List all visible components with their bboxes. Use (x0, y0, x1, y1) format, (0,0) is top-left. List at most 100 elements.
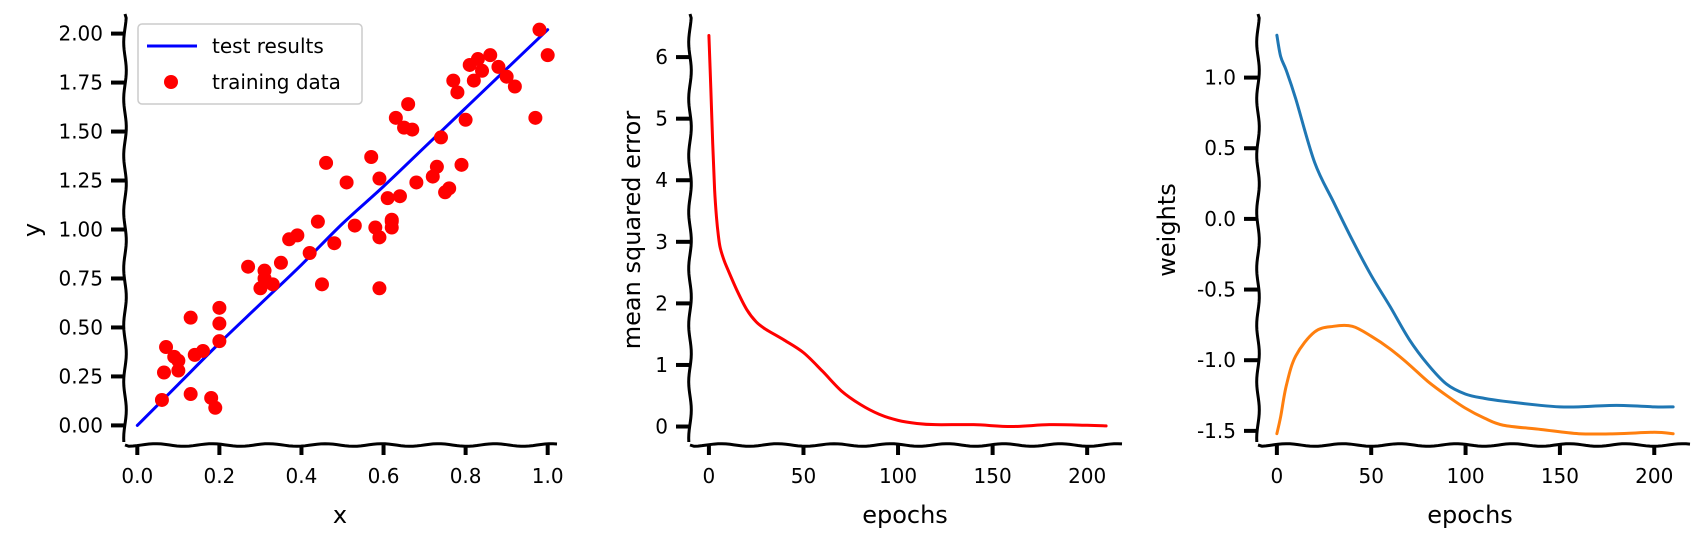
y-tick-label: 6 (655, 45, 668, 69)
fit-plot-axes: 0.0 0.2 0.4 0.6 0.8 1.0 0.00 0.25 0.50 0.75 1.00 1.… (58, 13, 564, 488)
data-point (171, 363, 186, 378)
data-point (483, 48, 498, 63)
data-point (183, 310, 198, 325)
x-axis-spine (689, 442, 1123, 448)
x-tick-label: 100 (879, 464, 917, 488)
data-point (302, 246, 317, 261)
weights-plot-axes: 0 50 100 150 200 1.0 0.5 0.0 -0.5 -1.0 -1.5 (1197, 13, 1691, 488)
y-tick-label: 0.5 (1204, 136, 1236, 160)
x-tick-label: 100 (1446, 464, 1484, 488)
data-point (195, 343, 210, 358)
data-point (528, 110, 543, 125)
x-tick-label: 0 (1271, 464, 1284, 488)
y-tick-label: 2.00 (58, 22, 103, 46)
data-point (372, 171, 387, 186)
x-tick-label: 200 (1635, 464, 1673, 488)
y-axis-label: y (18, 223, 46, 237)
y-tick-label: 0.0 (1204, 207, 1236, 231)
y-tick-label: 1.00 (58, 218, 103, 242)
x-axis-label: epochs (1427, 501, 1513, 529)
data-point (429, 159, 444, 174)
y-tick-label: 2 (655, 291, 668, 315)
data-point (532, 22, 547, 37)
data-point (339, 175, 354, 190)
data-point (154, 392, 169, 407)
y-tick-label: 0.50 (58, 315, 103, 339)
x-tick-label: 0.8 (450, 464, 482, 488)
y-axis-label: weights (1153, 183, 1181, 276)
data-point (475, 63, 490, 78)
x-tick-label: 0 (703, 464, 716, 488)
data-point (183, 387, 198, 402)
y-tick-label: -1.0 (1197, 348, 1236, 372)
y-tick-label: 3 (655, 230, 668, 254)
data-point (442, 181, 457, 196)
data-point (450, 85, 465, 100)
data-point (540, 48, 555, 63)
x-axis-label: epochs (862, 501, 948, 529)
data-point (466, 73, 481, 88)
data-point (159, 340, 174, 355)
data-point (314, 277, 329, 292)
y-axis-spine (122, 13, 128, 443)
data-point (212, 300, 227, 315)
data-point (491, 59, 506, 74)
data-point (171, 353, 186, 368)
data-point (372, 281, 387, 296)
data-point (470, 52, 485, 67)
x-tick-label: 0.0 (121, 464, 153, 488)
y-tick-label: 1 (655, 353, 668, 377)
series-line-0 (1275, 33, 1675, 409)
data-point (499, 69, 514, 84)
chart-weights-panel: 0 50 100 150 200 1.0 0.5 0.0 -0.5 -1.0 -1.5 epochs… (1153, 13, 1691, 529)
data-point (401, 97, 416, 112)
mse-plot-axes: 0 50 100 150 200 0 1 2 3 4 5 6 (655, 13, 1123, 488)
y-tick-label: 1.25 (58, 169, 103, 193)
legend-dot-swatch (164, 75, 178, 89)
x-axis-label: x (333, 501, 347, 529)
data-point (364, 150, 379, 165)
data-point (384, 220, 399, 235)
x-tick-label: 0.2 (203, 464, 235, 488)
data-point (212, 334, 227, 349)
y-tick-label: -0.5 (1197, 278, 1236, 302)
legend-box (137, 23, 363, 105)
legend: test results training data (137, 23, 363, 105)
x-tick-label: 150 (1541, 464, 1579, 488)
legend-entry-training-data: training data (212, 70, 341, 94)
data-point (290, 228, 305, 243)
y-axis-label: mean squared error (618, 111, 646, 350)
data-point (208, 400, 223, 415)
data-point (458, 112, 473, 127)
weights-plot-marks (1275, 33, 1675, 436)
series-line-0 (707, 34, 1108, 429)
data-point (405, 122, 420, 137)
y-axis-spine (1255, 13, 1261, 443)
data-point (265, 277, 280, 292)
x-axis-spine (124, 442, 558, 448)
x-tick-label: 1.0 (532, 464, 564, 488)
y-tick-label: 1.50 (58, 120, 103, 144)
x-tick-label: 50 (791, 464, 816, 488)
data-point (388, 110, 403, 125)
x-tick-label: 150 (974, 464, 1012, 488)
x-tick-label: 0.4 (286, 464, 318, 488)
y-tick-label: 4 (655, 168, 668, 192)
series-line-1 (1275, 323, 1675, 436)
y-tick-label: 1.0 (1204, 66, 1236, 90)
x-axis-spine (1257, 442, 1691, 448)
y-tick-label: -1.5 (1197, 419, 1236, 443)
y-tick-label: 5 (655, 107, 668, 131)
x-tick-label: 50 (1358, 464, 1383, 488)
y-axis-spine (687, 13, 693, 443)
chart-fit-panel: 0.0 0.2 0.4 0.6 0.8 1.0 0.00 0.25 0.50 0.75 1.00 1.… (18, 13, 564, 529)
data-point (273, 255, 288, 270)
y-tick-label: 0.75 (58, 266, 103, 290)
mse-plot-marks (707, 34, 1108, 429)
x-tick-label: 0.6 (368, 464, 400, 488)
y-tick-label: 0.00 (58, 413, 103, 437)
data-point (257, 263, 272, 278)
data-point (409, 175, 424, 190)
